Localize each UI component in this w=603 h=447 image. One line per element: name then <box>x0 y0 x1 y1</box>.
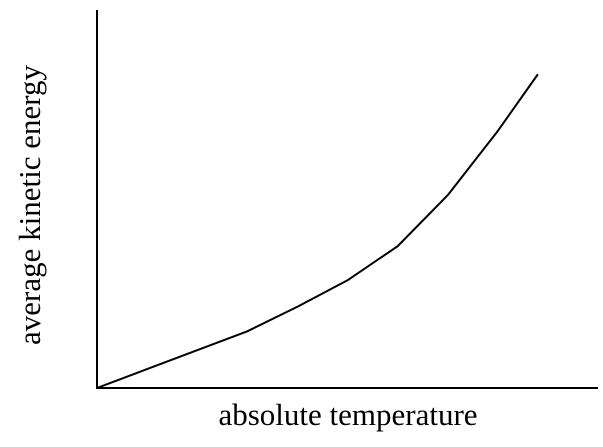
x-axis-label: absolute temperature <box>218 397 477 432</box>
y-axis-label: average kinetic energy <box>12 65 47 345</box>
curve <box>96 73 539 389</box>
